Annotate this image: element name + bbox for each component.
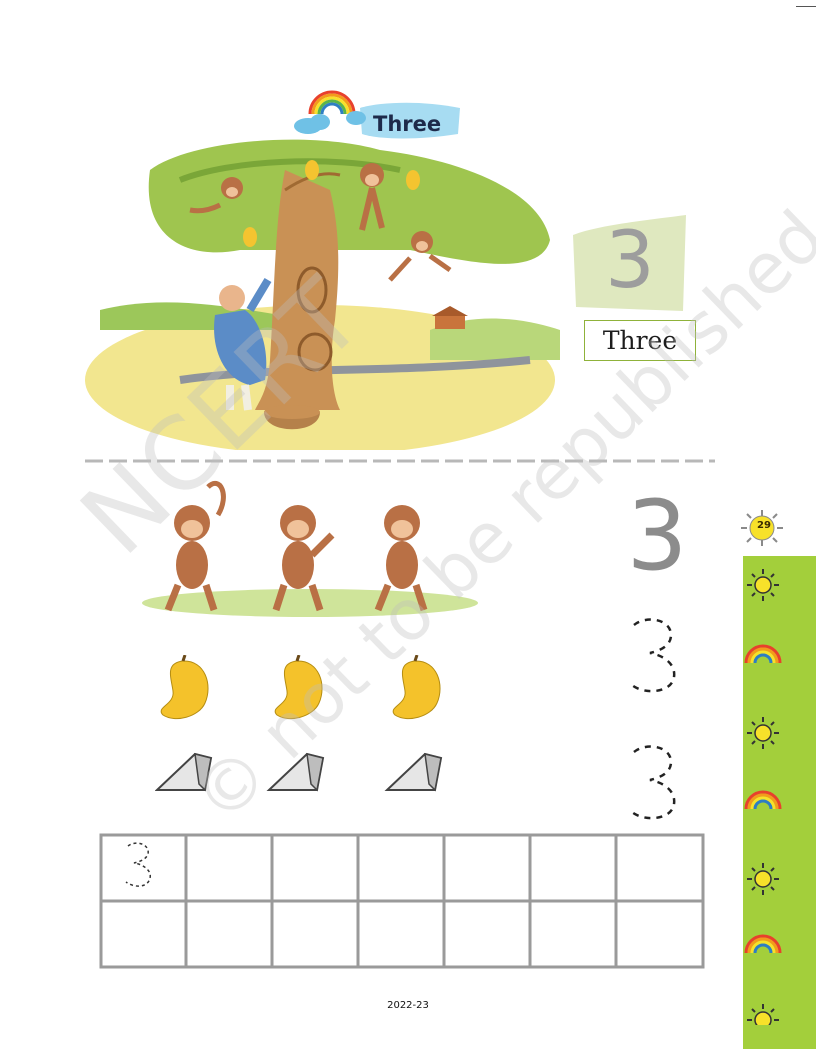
- sun-icon: [747, 1004, 779, 1025]
- trace-three-cell: [125, 842, 151, 887]
- sun-icon: [747, 569, 779, 601]
- man-figure: [214, 277, 272, 411]
- number-word: Three: [584, 320, 696, 361]
- mango-icon: [160, 655, 209, 719]
- page-title: Three: [373, 112, 442, 136]
- trace-three-1: [631, 618, 676, 693]
- mango-icon: [243, 160, 420, 247]
- basket-icon: [264, 405, 320, 430]
- cloud-icon: [294, 111, 366, 134]
- top-edge-line: [796, 6, 816, 7]
- practice-grid: [99, 833, 705, 969]
- page-number: 29: [757, 520, 771, 531]
- monkey-icon: [388, 231, 452, 282]
- monkey-icon: [164, 481, 226, 612]
- house-icon: [432, 306, 468, 329]
- wedge-icon: [266, 752, 325, 792]
- monkey-icon: [189, 177, 243, 214]
- numeral-panel-bg: [573, 215, 686, 311]
- wedges-row: [155, 752, 443, 792]
- monkey-icon: [272, 505, 335, 612]
- title-banner: [294, 90, 460, 139]
- mango-icon: [392, 655, 441, 719]
- monkey-icon: [359, 163, 385, 231]
- sun-icon: [747, 863, 779, 895]
- practice-numeral: 3: [626, 480, 688, 592]
- sun-icon: [747, 717, 779, 749]
- wedge-icon: [155, 752, 213, 792]
- mangoes-row: [160, 655, 441, 719]
- strip-icons: [744, 569, 782, 1025]
- big-numeral: 3: [605, 216, 655, 306]
- footer-year: 2022-23: [387, 1000, 429, 1011]
- rainbow-icon: [744, 644, 782, 664]
- rainbow-icon: [308, 90, 356, 115]
- rainbow-icon: [744, 790, 782, 810]
- wedge-icon: [384, 752, 443, 792]
- mango-icon: [274, 655, 323, 719]
- rainbow-icon: [744, 934, 782, 954]
- dashed-divider: [85, 459, 715, 463]
- tree-illustration: [85, 139, 560, 450]
- three-monkeys-row: [142, 481, 478, 617]
- page-number-sun: [741, 510, 783, 546]
- trace-three-2: [631, 745, 676, 820]
- monkey-icon: [374, 505, 428, 612]
